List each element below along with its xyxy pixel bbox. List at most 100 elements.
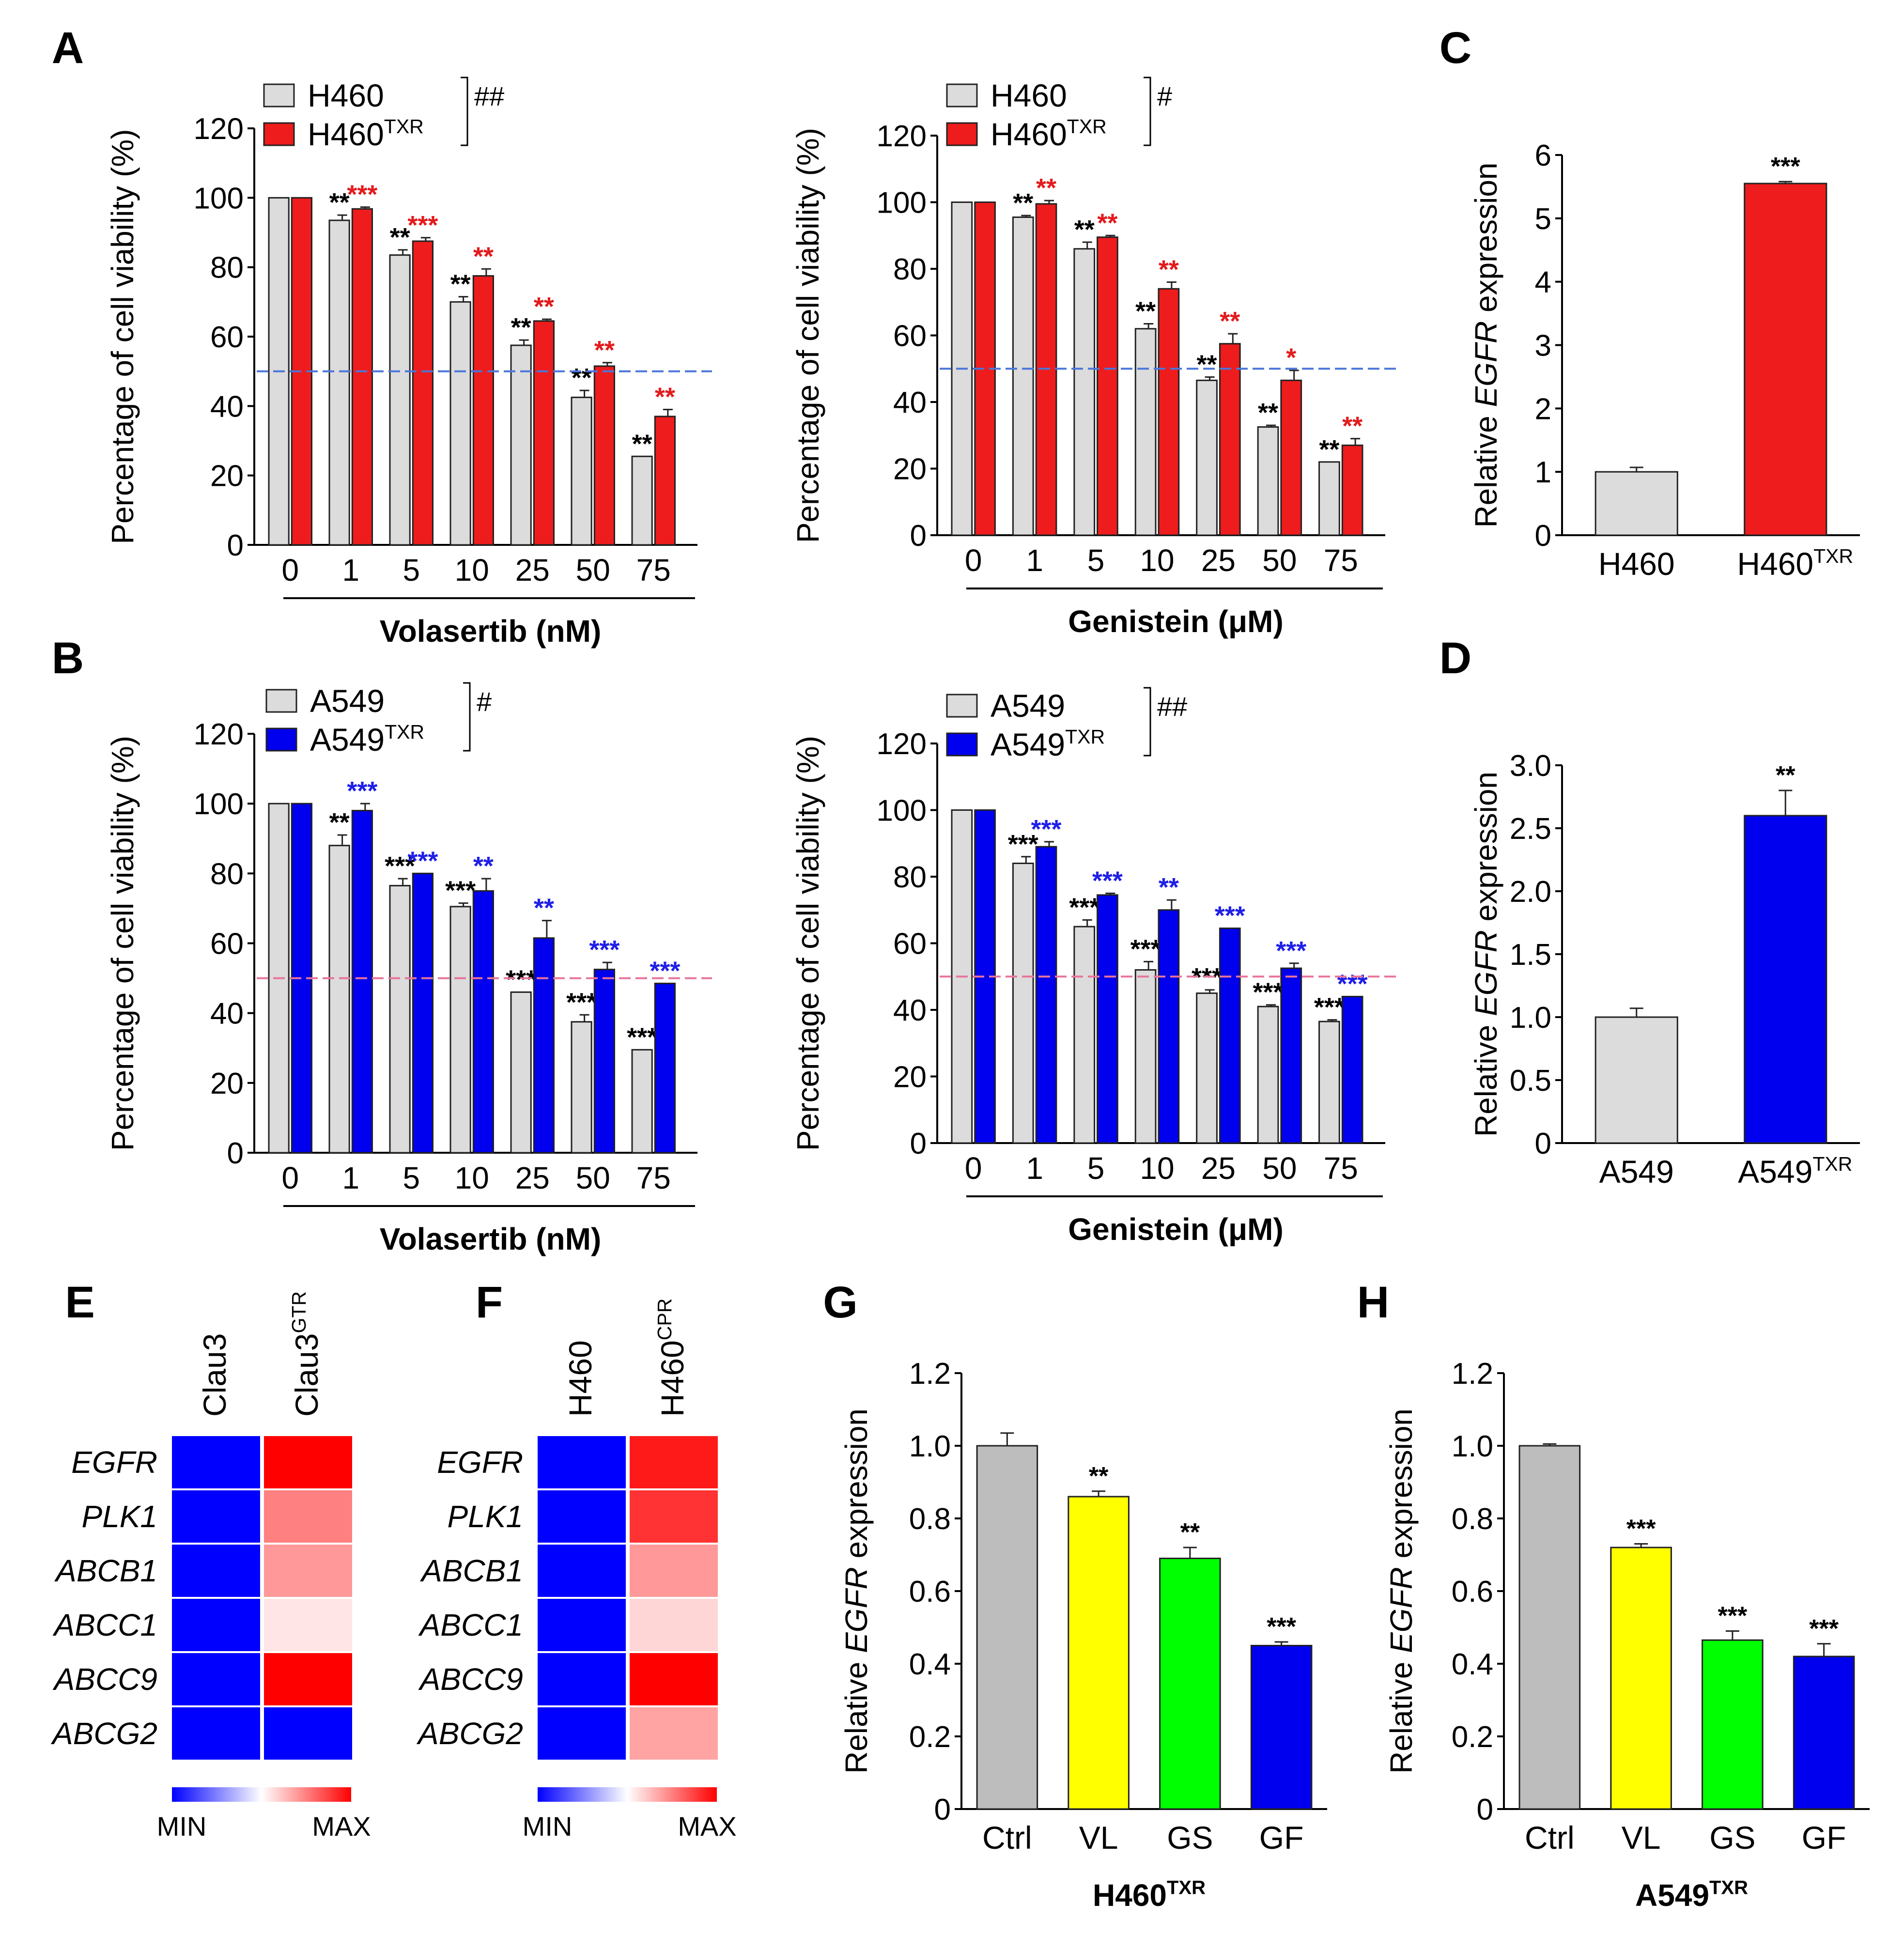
significance-B2: *** — [1276, 936, 1306, 965]
bar-G-VL — [1068, 1496, 1130, 1810]
x-tick-label-B1: 75 — [636, 1160, 671, 1195]
legend-label-B2-1-superscript: TXR — [1065, 726, 1105, 748]
heatmap-column-label-E-1-base: Clau3 — [289, 1333, 325, 1417]
bar-A2-H460-75 — [1318, 461, 1340, 536]
significance-A2: ** — [1342, 412, 1362, 441]
bar-B2-A549-50 — [1257, 1006, 1279, 1144]
significance-A1: ** — [450, 270, 471, 299]
significance-B2: *** — [1215, 901, 1245, 930]
color-scale-min-E: MIN — [157, 1811, 207, 1841]
y-tick-label-A2: 40 — [893, 386, 927, 419]
significance-B2: *** — [1314, 993, 1345, 1022]
color-scale-min-F: MIN — [523, 1811, 573, 1841]
bar-B1-A549TXR-1 — [351, 810, 373, 1154]
bar-B2-A549TXR-10 — [1158, 909, 1180, 1144]
legend-label-B2-0: A549 — [991, 688, 1065, 724]
significance-B2: *** — [1130, 934, 1161, 963]
y-tick-label-C: 4 — [1535, 266, 1551, 299]
x-tick-label-G-base: GF — [1259, 1820, 1304, 1856]
panel-label-A1: A — [52, 23, 84, 73]
heatmap-column-label-F-0: H460 — [562, 1340, 598, 1417]
y-axis-label-gene: EGFR — [1384, 1567, 1419, 1653]
color-scale-E — [172, 1787, 351, 1802]
x-tick-label-A2: 1 — [1026, 543, 1043, 578]
legend-bracket-B1 — [463, 682, 471, 752]
bar-A1-H460TXR-75 — [654, 416, 676, 546]
bar-B2-A549-25 — [1196, 992, 1218, 1144]
significance-B2: *** — [1008, 830, 1038, 859]
significance-B1: *** — [627, 1022, 657, 1052]
significance-A1: ** — [329, 188, 350, 217]
y-axis-label-B1: Percentage of cell viability (%) — [105, 736, 140, 1151]
legend-label-A2-0-base: H460 — [991, 77, 1067, 113]
bar-C-H460 — [1594, 471, 1678, 536]
legend-bracket-A1 — [461, 77, 468, 146]
significance-A2: ** — [1097, 208, 1117, 237]
heatmap-cell-E-ABCC9-0 — [172, 1653, 260, 1705]
x-tick-label-A1: 25 — [515, 553, 550, 588]
x-tick-label-C: H460 — [1598, 546, 1675, 582]
significance-A1: ** — [511, 313, 531, 342]
bar-B2-A549-5 — [1073, 926, 1096, 1144]
bar-A2-H460-1 — [1012, 216, 1034, 536]
y-tick-label-A1: 20 — [210, 460, 244, 493]
bar-B2-A549-1 — [1012, 863, 1034, 1144]
y-tick-label-B2: 40 — [893, 994, 927, 1027]
bar-B1-A549TXR-75 — [654, 982, 676, 1154]
y-tick-label-B2: 0 — [910, 1127, 927, 1160]
panel-label-F: F — [476, 1278, 503, 1327]
y-axis-label-suffix: expression — [1384, 1408, 1419, 1567]
bar-A2-H460-5 — [1073, 248, 1096, 536]
y-tick-label-H: 0.2 — [1452, 1720, 1493, 1754]
x-axis-title-B1: Volasertib (nM) — [380, 1222, 602, 1256]
significance-B1: *** — [385, 851, 415, 881]
significance-A1: *** — [347, 180, 377, 209]
bar-A1-H460-1 — [328, 219, 350, 546]
y-tick-label-B1: 80 — [210, 857, 244, 891]
y-axis-label-gene: EGFR — [1469, 321, 1503, 407]
bar-A1-H460-50 — [571, 396, 592, 546]
heatmap-row-label-F-ABCG2: ABCG2 — [416, 1716, 523, 1751]
legend-label-B1-0-base: A549 — [310, 683, 385, 719]
bar-B2-A549-75 — [1318, 1021, 1340, 1144]
heatmap-row-label-E-ABCG2: ABCG2 — [50, 1716, 157, 1751]
y-tick-label-B1: 0 — [227, 1137, 244, 1170]
heatmap-cell-E-ABCB1-1 — [264, 1545, 352, 1597]
significance-A2: ** — [1074, 215, 1095, 244]
legend-swatch-B2-1 — [946, 732, 978, 757]
heatmap-column-label-F-1-superscript: CPR — [653, 1299, 676, 1341]
x-tick-label-H: GF — [1802, 1820, 1846, 1856]
significance-B1: ** — [329, 808, 350, 837]
heatmap-row-label-F-ABCC1: ABCC1 — [418, 1608, 523, 1642]
significance-A1: ** — [632, 429, 652, 458]
x-tick-label-A1: 75 — [636, 553, 671, 588]
bar-B1-A549-75 — [631, 1049, 653, 1154]
significance-A1: ** — [534, 292, 554, 321]
panel-label-E: E — [65, 1278, 94, 1327]
bar-B1-A549TXR-50 — [593, 969, 615, 1154]
heatmap-column-label-E-0-base: Clau3 — [197, 1333, 232, 1417]
legend-significance-A2: # — [1157, 81, 1172, 111]
bar-A1-H460-25 — [510, 344, 532, 546]
legend-label-A1-1-superscript: TXR — [384, 115, 424, 138]
y-axis-label-B2: Percentage of cell viability (%) — [790, 736, 825, 1151]
y-axis-label-suffix: expression — [1469, 162, 1503, 321]
bar-B1-A549TXR-25 — [533, 937, 555, 1154]
bar-B2-A549-10 — [1134, 969, 1157, 1144]
legend-swatch-B2-0 — [946, 694, 978, 718]
bar-B1-A549-5 — [389, 885, 411, 1154]
y-tick-label-A1: 100 — [194, 182, 244, 215]
heatmap-cell-E-EGFR-0 — [172, 1436, 260, 1488]
x-tick-label-H-base: GS — [1709, 1820, 1755, 1856]
significance-A1: ** — [390, 223, 410, 252]
y-tick-label-B2: 80 — [893, 861, 927, 894]
heatmap-cell-F-ABCC1-0 — [538, 1599, 626, 1651]
y-tick-label-B1: 60 — [210, 928, 244, 961]
heatmap-cell-F-EGFR-0 — [538, 1436, 626, 1488]
heatmap-row-label-F-PLK1: PLK1 — [447, 1499, 523, 1534]
color-scale-max-E: MAX — [312, 1811, 371, 1841]
x-tick-label-H: GS — [1709, 1820, 1755, 1856]
legend-label-B1-1: A549TXR — [310, 721, 424, 758]
x-tick-label-B1: 50 — [576, 1160, 610, 1195]
legend-label-B1-1-base: A549 — [310, 722, 385, 758]
